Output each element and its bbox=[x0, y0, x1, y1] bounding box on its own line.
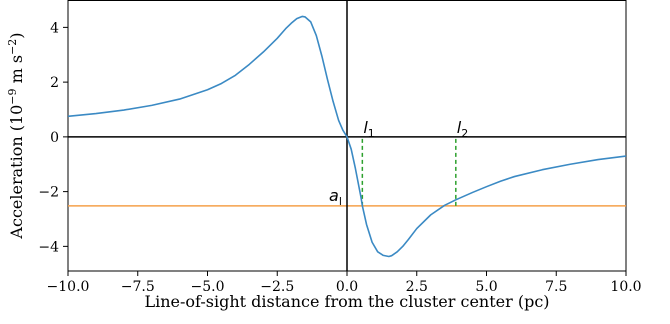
y-tick-label: −2 bbox=[38, 185, 59, 201]
x-tick-label: 10.0 bbox=[610, 279, 641, 295]
x-tick-label: 2.5 bbox=[406, 279, 428, 295]
x-tick-label: −2.5 bbox=[260, 279, 294, 295]
y-tick-label: −4 bbox=[38, 239, 59, 255]
x-tick-label: −10.0 bbox=[47, 279, 90, 295]
y-tick-label: 2 bbox=[50, 75, 59, 91]
x-axis: −10.0 −7.5 −5.0 −2.5 0.0 2.5 5.0 7.5 10.0 bbox=[47, 271, 642, 295]
y-axis-label: Acceleration (10−9 m s−2) bbox=[6, 32, 26, 239]
y-tick-label: 0 bbox=[50, 130, 59, 146]
x-tick-label: −7.5 bbox=[121, 279, 155, 295]
annotation-l2: l2 bbox=[457, 118, 468, 140]
x-axis-label: Line-of-sight distance from the cluster … bbox=[144, 292, 549, 311]
x-tick-label: 5.0 bbox=[475, 279, 497, 295]
plot-area: l1 l2 al bbox=[67, 0, 627, 272]
x-tick-label: 0.0 bbox=[336, 279, 358, 295]
y-tick-label: 4 bbox=[50, 20, 59, 36]
acceleration-curve bbox=[67, 15, 627, 258]
annotation-al: al bbox=[329, 186, 342, 208]
x-tick-label: 7.5 bbox=[545, 279, 567, 295]
x-tick-label: −5.0 bbox=[191, 279, 225, 295]
annotation-l1: l1 bbox=[363, 118, 374, 140]
y-axis: −4 −2 0 2 4 bbox=[38, 20, 68, 255]
